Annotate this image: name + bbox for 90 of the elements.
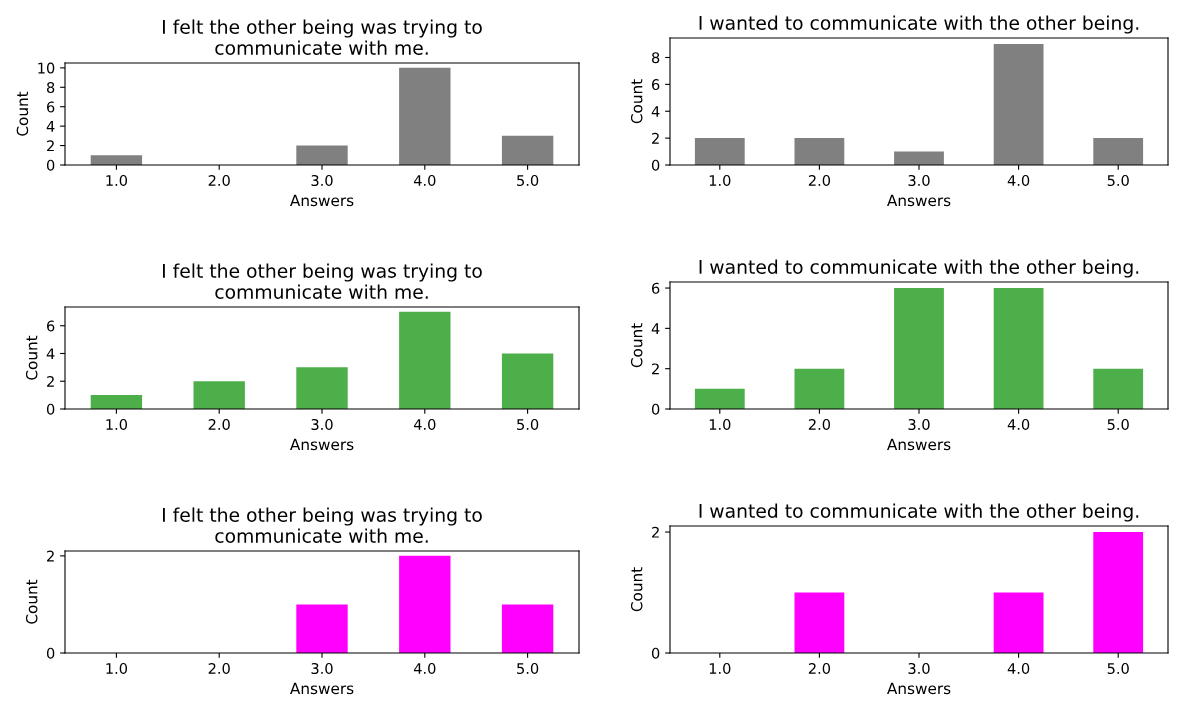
bar (399, 67, 451, 165)
y-tick-label: 10 (38, 62, 55, 74)
y-tick-label: 2 (652, 363, 659, 375)
x-tick-label: 3.0 (908, 662, 930, 675)
bar (1093, 368, 1144, 409)
x-tick-label: 4.0 (413, 174, 436, 187)
y-tick-label: 6 (652, 282, 660, 294)
bar (894, 151, 944, 165)
bar (794, 368, 845, 409)
x-tick-label: 2.0 (208, 174, 230, 187)
bar (501, 135, 554, 165)
bar (794, 138, 845, 165)
x-tick-label: 4.0 (413, 418, 436, 431)
y-tick-label: 2 (652, 132, 659, 144)
y-tick-label: 0 (651, 403, 660, 415)
y-tick-label: 0 (651, 159, 660, 171)
x-tick-label: 3.0 (311, 174, 333, 187)
bar (501, 353, 554, 409)
x-tick-label: 2.0 (808, 174, 831, 187)
bar (1093, 138, 1144, 165)
y-tick-label: 0 (46, 647, 55, 659)
bar (296, 367, 348, 409)
x-tick-label: 5.0 (517, 418, 539, 431)
y-axis-title: Count (25, 335, 38, 380)
bar (993, 44, 1044, 165)
chart-title: I wanted to communicate with the other being. (699, 503, 1139, 522)
y-tick-label: 8 (46, 82, 55, 94)
x-tick-label: 2.0 (208, 418, 230, 431)
x-tick-label: 2.0 (808, 662, 831, 675)
bar (296, 145, 348, 165)
y-tick-label: 4 (46, 121, 55, 132)
bar (90, 395, 143, 409)
y-tick-label: 2 (652, 526, 659, 538)
x-tick-label: 4.0 (413, 662, 436, 675)
chart-title: I wanted to communicate with the other being. (699, 15, 1139, 34)
y-tick-label: 4 (46, 348, 55, 360)
x-tick-label: 3.0 (311, 662, 333, 675)
y-tick-label: 6 (47, 320, 55, 332)
x-tick-label: 1.0 (106, 174, 128, 187)
bar (894, 288, 944, 409)
x-axis-title: Answers (290, 438, 354, 451)
y-tick-label: 8 (651, 52, 660, 64)
x-axis-title: Answers (887, 682, 951, 695)
x-tick-label: 4.0 (1007, 662, 1030, 675)
x-tick-label: 1.0 (709, 662, 731, 675)
bar (399, 311, 451, 409)
bar (694, 138, 745, 165)
bar (90, 155, 143, 165)
bar (193, 381, 245, 409)
y-tick-label: 2 (47, 140, 54, 152)
y-axis-title: Count (630, 79, 643, 124)
x-tick-label: 1.0 (106, 662, 128, 675)
chart-title: I felt the other being was trying to communicate with me. (163, 19, 482, 55)
x-tick-label: 1.0 (709, 174, 731, 187)
x-tick-label: 4.0 (1007, 418, 1030, 431)
x-axis-title: Answers (887, 194, 951, 207)
y-tick-label: 6 (652, 79, 660, 91)
x-tick-label: 1.0 (106, 418, 128, 431)
y-axis-title: Count (630, 323, 643, 368)
x-tick-label: 5.0 (517, 662, 539, 675)
y-tick-label: 0 (46, 403, 55, 415)
bar (993, 288, 1044, 409)
y-tick-label: 4 (651, 323, 660, 334)
x-tick-label: 3.0 (908, 418, 930, 431)
x-tick-label: 5.0 (1107, 174, 1129, 187)
x-tick-label: 3.0 (311, 418, 333, 431)
y-axis-title: Count (16, 91, 29, 136)
y-tick-label: 6 (47, 101, 55, 113)
x-tick-label: 4.0 (1007, 174, 1030, 187)
x-tick-label: 5.0 (517, 174, 539, 187)
y-tick-label: 2 (47, 550, 54, 562)
x-axis-title: Answers (290, 194, 354, 207)
x-tick-label: 2.0 (808, 418, 831, 431)
y-axis-title: Count (630, 567, 643, 612)
x-tick-label: 5.0 (1107, 418, 1129, 431)
bar (694, 388, 745, 409)
x-axis-title: Answers (290, 682, 354, 695)
chart-title: I felt the other being was trying to communicate with me. (163, 263, 482, 299)
y-tick-label: 0 (651, 647, 660, 659)
x-tick-label: 2.0 (208, 662, 230, 675)
y-tick-label: 4 (651, 106, 660, 117)
y-tick-label: 0 (46, 159, 55, 171)
x-tick-label: 5.0 (1107, 662, 1129, 675)
chart-title: I felt the other being was trying to communicate with me. (163, 507, 482, 543)
y-tick-label: 2 (47, 375, 54, 387)
x-axis-title: Answers (887, 438, 951, 451)
y-axis-title: Count (25, 579, 38, 624)
chart-title: I wanted to communicate with the other being. (699, 259, 1139, 278)
x-tick-label: 3.0 (908, 174, 930, 187)
x-tick-label: 1.0 (709, 418, 731, 431)
